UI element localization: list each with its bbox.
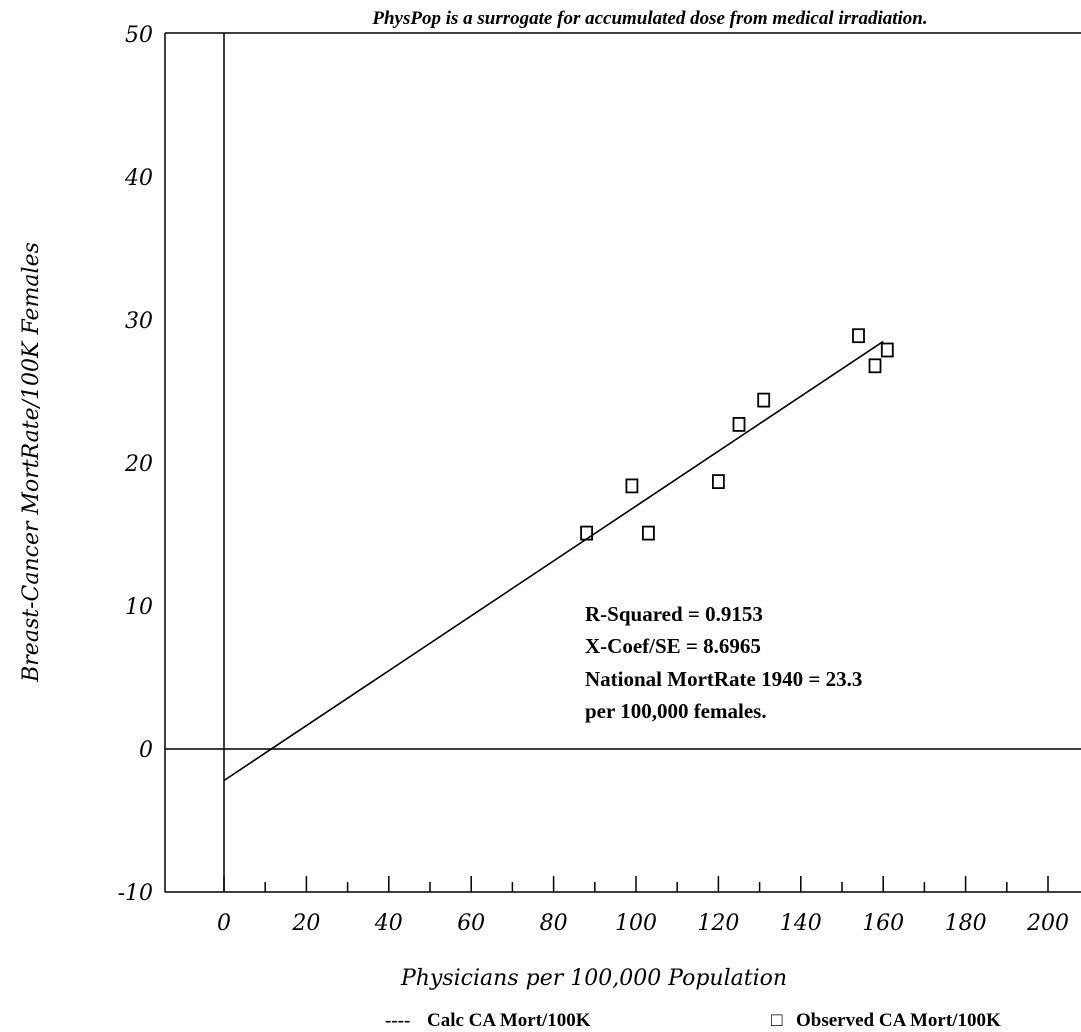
x-tick-label: 180 bbox=[945, 911, 987, 936]
observed-point bbox=[757, 392, 771, 408]
observed-point bbox=[868, 358, 882, 374]
y-tick-label: 20 bbox=[124, 452, 153, 477]
x-tick-label: 200 bbox=[1026, 911, 1069, 936]
ticks-layer: 0 20 40 60 80 100 120 140 160 180 200 -10 0 10 20 30 40 5… bbox=[118, 23, 1069, 936]
y-tick-label: 10 bbox=[125, 595, 153, 620]
annotation-block: R-Squared = 0.9153 X-Coef/SE = 8.6965 Na… bbox=[585, 602, 862, 723]
series-layer bbox=[223, 328, 894, 782]
legend-marker-symbol: □ bbox=[771, 1010, 783, 1031]
legend: ---- Calc CA Mort/100K □ Observed CA Mor… bbox=[385, 1010, 1001, 1031]
y-tick-label: 30 bbox=[125, 309, 153, 334]
legend-marker-label: Observed CA Mort/100K bbox=[796, 1010, 1001, 1031]
annotation-r-squared: R-Squared = 0.9153 bbox=[585, 602, 763, 626]
observed-point bbox=[625, 478, 639, 494]
x-tick-label: 60 bbox=[457, 911, 485, 936]
reference-lines bbox=[165, 33, 1081, 892]
annotation-national-rate: National MortRate 1940 = 23.3 bbox=[585, 667, 862, 691]
y-tick-label: 0 bbox=[139, 738, 153, 763]
observed-point bbox=[580, 525, 593, 541]
x-tick-label: 100 bbox=[615, 911, 657, 936]
x-tick-label: 20 bbox=[291, 911, 320, 936]
x-tick-label: 80 bbox=[540, 911, 568, 936]
chart-title: PhysPop is a surrogate for accumulated d… bbox=[371, 8, 927, 29]
observed-point bbox=[642, 525, 655, 541]
observed-point bbox=[732, 416, 746, 432]
observed-point bbox=[880, 342, 894, 358]
y-tick-label: -10 bbox=[118, 881, 153, 906]
annotation-per-females: per 100,000 females. bbox=[585, 699, 767, 723]
annotation-x-coef: X-Coef/SE = 8.6965 bbox=[585, 634, 761, 658]
y-tick-label: 40 bbox=[124, 166, 153, 191]
y-axis-title: Breast-Cancer MortRate/100K Females bbox=[19, 242, 44, 683]
observed-point bbox=[712, 474, 725, 490]
x-tick-label: 160 bbox=[862, 911, 904, 936]
observed-point bbox=[852, 328, 865, 344]
x-tick-label: 40 bbox=[374, 911, 403, 936]
y-tick-label: 50 bbox=[125, 23, 153, 48]
legend-line-label: Calc CA Mort/100K bbox=[427, 1010, 591, 1031]
calc-mortality-line bbox=[223, 340, 884, 782]
x-axis-title: Physicians per 100,000 Population bbox=[400, 966, 787, 991]
x-tick-label: 140 bbox=[780, 911, 822, 936]
x-tick-label: 120 bbox=[697, 911, 739, 936]
x-tick-label: 0 bbox=[217, 911, 231, 936]
legend-line-symbol: ---- bbox=[385, 1010, 410, 1031]
